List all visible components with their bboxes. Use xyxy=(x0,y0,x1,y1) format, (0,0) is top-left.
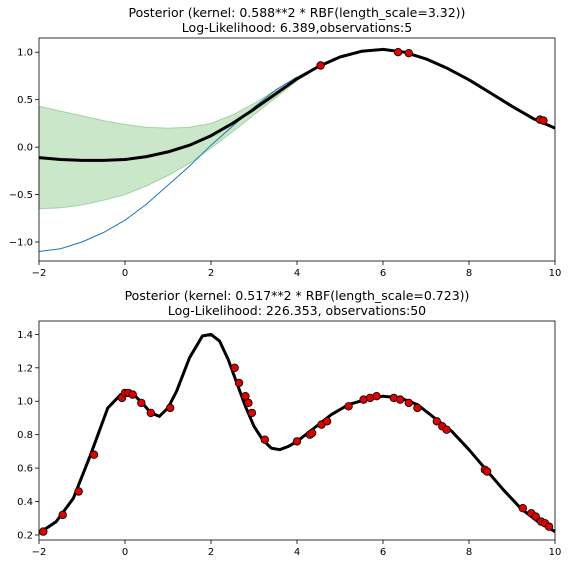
bottom-observation-point xyxy=(137,398,146,408)
top-plot-subtitle: Log-Likelihood: 6.389,observations:5 xyxy=(182,20,412,35)
bottom-observation-point xyxy=(165,403,175,413)
bottom-y-tick-label: 0.8 xyxy=(17,430,33,441)
bottom-x-tick-label: 0 xyxy=(122,547,128,558)
bottom-observation-point xyxy=(322,417,332,426)
bottom-observation-point xyxy=(544,522,554,531)
bottom-observation-point xyxy=(442,425,451,434)
bottom-posterior-mean-line xyxy=(38,332,556,535)
top-plot-axes: −2 0 2 4 6 8 10 −1.0 −0.5 0.0 0.5 1.0 xyxy=(9,48,562,279)
top-confidence-band xyxy=(38,64,319,210)
top-posterior-mean-line xyxy=(38,47,556,162)
bottom-observation-point xyxy=(432,417,441,426)
bottom-x-tick-label: 8 xyxy=(466,547,472,558)
bottom-observation-point xyxy=(482,467,492,476)
bottom-x-tick-label: 2 xyxy=(208,547,214,558)
top-x-tick-label: 10 xyxy=(549,268,562,279)
bottom-observation-point xyxy=(128,390,137,399)
bottom-observation-point xyxy=(247,408,257,418)
bottom-y-tick-label: 1.0 xyxy=(17,397,33,408)
bottom-observation-point xyxy=(396,395,405,404)
top-observation-point xyxy=(404,49,413,58)
top-x-tick-label: 8 xyxy=(466,268,472,279)
bottom-plot-subtitle: Log-Likelihood: 226.353, observations:50 xyxy=(168,303,426,318)
bottom-plot-axes: −2 0 2 4 6 8 10 0.2 0.4 0.6 0.8 1.0 1.2 1.4 xyxy=(17,330,561,558)
top-observation-point xyxy=(393,48,403,57)
top-y-tick-label: 0.0 xyxy=(17,143,33,154)
top-y-tick-label: −0.5 xyxy=(9,190,33,201)
bottom-observation-point xyxy=(39,527,48,536)
bottom-observation-point xyxy=(344,402,353,411)
bottom-observation-point xyxy=(413,403,422,413)
bottom-observation-point xyxy=(234,378,244,388)
top-y-tick-label: 0.5 xyxy=(17,95,33,106)
bottom-x-tick-label: 6 xyxy=(380,547,386,558)
bottom-y-tick-label: 1.2 xyxy=(17,363,33,374)
bottom-observation-point xyxy=(404,398,413,408)
top-x-tick-label: 6 xyxy=(380,268,386,279)
bottom-observation-point xyxy=(531,512,540,521)
top-x-tick-label: −2 xyxy=(32,268,47,279)
bottom-observation-point xyxy=(58,510,67,520)
top-plot-title: Posterior (kernel: 0.588**2 * RBF(length… xyxy=(129,5,466,20)
top-observation-point xyxy=(316,61,325,70)
bottom-observation-point xyxy=(146,408,155,418)
top-true-function-line xyxy=(38,76,298,252)
bottom-plot-title: Posterior (kernel: 0.517**2 * RBF(length… xyxy=(125,288,470,303)
bottom-posterior-plot: Posterior (kernel: 0.517**2 * RBF(length… xyxy=(17,288,561,558)
bottom-observation-point xyxy=(372,392,381,401)
top-x-tick-label: 4 xyxy=(294,268,300,279)
top-x-tick-label: 2 xyxy=(208,268,214,279)
bottom-plot-frame xyxy=(38,320,556,541)
bottom-observation-point xyxy=(89,450,99,459)
bottom-y-tick-label: 0.2 xyxy=(17,530,33,541)
bottom-observation-point xyxy=(260,435,269,444)
bottom-observation-point xyxy=(292,437,302,446)
top-y-tick-label: −1.0 xyxy=(9,238,33,249)
bottom-observation-point xyxy=(307,428,317,438)
bottom-observation-point xyxy=(230,363,239,372)
bottom-observation-point xyxy=(518,504,527,513)
top-plot-area xyxy=(38,47,556,252)
bottom-y-tick-label: 1.4 xyxy=(17,330,33,341)
bottom-observation-point xyxy=(244,398,253,408)
bottom-plot-area xyxy=(38,332,556,536)
top-x-tick-label: 0 xyxy=(122,268,128,279)
top-y-tick-label: 1.0 xyxy=(17,48,33,59)
bottom-y-tick-label: 0.6 xyxy=(17,464,33,475)
top-observation-point xyxy=(539,116,548,125)
top-posterior-plot: Posterior (kernel: 0.588**2 * RBF(length… xyxy=(9,5,562,279)
bottom-observation-point xyxy=(74,487,83,496)
bottom-x-tick-label: −2 xyxy=(32,547,47,558)
bottom-y-tick-label: 0.4 xyxy=(17,497,33,508)
bottom-x-tick-label: 10 xyxy=(549,547,562,558)
bottom-x-tick-label: 4 xyxy=(294,547,300,558)
